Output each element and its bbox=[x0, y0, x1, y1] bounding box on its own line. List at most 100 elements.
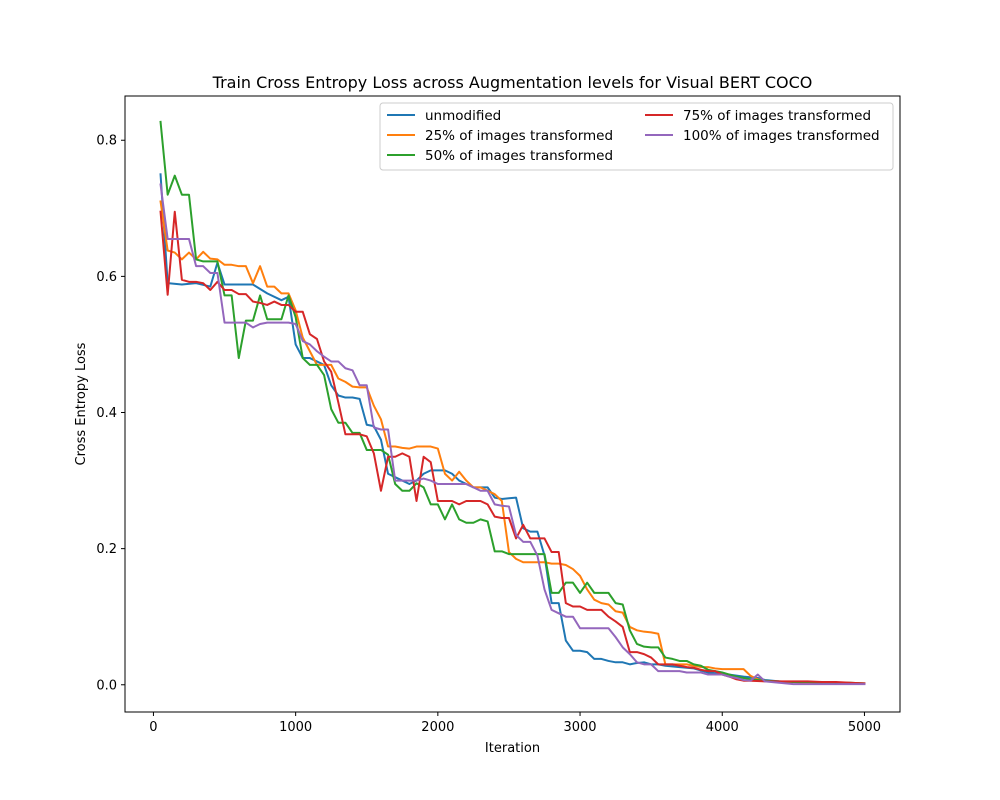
data-point bbox=[259, 323, 261, 325]
data-point bbox=[345, 433, 347, 435]
data-point bbox=[728, 676, 730, 678]
data-point bbox=[238, 284, 240, 286]
data-point bbox=[309, 344, 311, 346]
data-point bbox=[352, 369, 354, 371]
data-point bbox=[174, 175, 176, 177]
data-point bbox=[288, 295, 290, 297]
data-point bbox=[345, 367, 347, 369]
series-5 bbox=[159, 183, 866, 686]
data-point bbox=[586, 609, 588, 611]
data-point bbox=[451, 483, 453, 485]
data-point bbox=[465, 500, 467, 502]
data-point bbox=[551, 592, 553, 594]
data-point bbox=[273, 322, 275, 324]
data-point bbox=[622, 646, 624, 648]
data-point bbox=[487, 490, 489, 492]
data-point bbox=[508, 506, 510, 508]
data-point bbox=[380, 418, 382, 420]
data-point bbox=[281, 292, 283, 294]
data-point bbox=[501, 505, 503, 507]
data-point bbox=[224, 289, 226, 291]
data-point bbox=[366, 384, 368, 386]
y-tick-label: 0.2 bbox=[96, 542, 117, 557]
data-point bbox=[707, 674, 709, 676]
data-point bbox=[636, 629, 638, 631]
data-point bbox=[416, 500, 418, 502]
data-point bbox=[593, 658, 595, 660]
data-point bbox=[714, 670, 716, 672]
legend-label: 50% of images transformed bbox=[425, 148, 613, 164]
data-point bbox=[281, 299, 283, 301]
data-point bbox=[480, 490, 482, 492]
data-point bbox=[721, 672, 723, 674]
data-point bbox=[558, 602, 560, 604]
y-tick-label: 0.4 bbox=[96, 406, 117, 421]
data-point bbox=[736, 677, 738, 679]
data-point bbox=[231, 289, 233, 291]
data-point bbox=[551, 551, 553, 553]
data-point bbox=[366, 449, 368, 451]
data-point bbox=[231, 322, 233, 324]
data-point bbox=[295, 344, 297, 346]
data-point bbox=[672, 670, 674, 672]
data-point bbox=[174, 238, 176, 240]
data-point bbox=[160, 173, 162, 175]
data-point bbox=[238, 293, 240, 295]
data-point bbox=[330, 371, 332, 373]
data-point bbox=[608, 616, 610, 618]
data-point bbox=[195, 281, 197, 283]
data-point bbox=[529, 531, 531, 533]
data-point bbox=[202, 251, 204, 253]
data-point bbox=[245, 320, 247, 322]
data-point bbox=[409, 480, 411, 482]
data-point bbox=[572, 582, 574, 584]
data-point bbox=[423, 446, 425, 448]
data-point bbox=[281, 304, 283, 306]
data-point bbox=[522, 553, 524, 555]
data-point bbox=[323, 374, 325, 376]
data-point bbox=[316, 364, 318, 366]
series-line bbox=[159, 120, 866, 685]
data-point bbox=[266, 318, 268, 320]
data-point bbox=[423, 456, 425, 458]
data-point bbox=[494, 497, 496, 499]
data-point bbox=[337, 361, 339, 363]
data-point bbox=[160, 121, 162, 123]
data-point bbox=[416, 480, 418, 482]
data-point bbox=[224, 264, 226, 266]
data-point bbox=[743, 677, 745, 679]
data-point bbox=[807, 683, 809, 685]
data-point bbox=[430, 461, 432, 463]
data-point bbox=[558, 592, 560, 594]
data-point bbox=[615, 610, 617, 612]
data-point bbox=[394, 480, 396, 482]
data-point bbox=[622, 612, 624, 614]
data-point bbox=[316, 338, 318, 340]
data-point bbox=[302, 357, 304, 359]
x-tick-label: 4000 bbox=[706, 720, 739, 735]
data-point bbox=[302, 340, 304, 342]
data-point bbox=[558, 551, 560, 553]
data-point bbox=[167, 294, 169, 296]
data-point bbox=[551, 602, 553, 604]
y-tick-label: 0.6 bbox=[96, 270, 117, 285]
data-point bbox=[252, 282, 254, 284]
data-point bbox=[316, 350, 318, 352]
data-point bbox=[465, 480, 467, 482]
data-point bbox=[245, 265, 247, 267]
legend-label: 75% of images transformed bbox=[683, 108, 871, 124]
data-point bbox=[188, 252, 190, 254]
data-point bbox=[345, 422, 347, 424]
data-point bbox=[309, 357, 311, 359]
data-point bbox=[394, 483, 396, 485]
data-point bbox=[849, 683, 851, 685]
data-point bbox=[437, 448, 439, 450]
data-point bbox=[373, 405, 375, 407]
data-point bbox=[536, 538, 538, 540]
data-point bbox=[202, 265, 204, 267]
legend-box bbox=[379, 102, 894, 171]
data-point bbox=[721, 674, 723, 676]
data-point bbox=[181, 284, 183, 286]
